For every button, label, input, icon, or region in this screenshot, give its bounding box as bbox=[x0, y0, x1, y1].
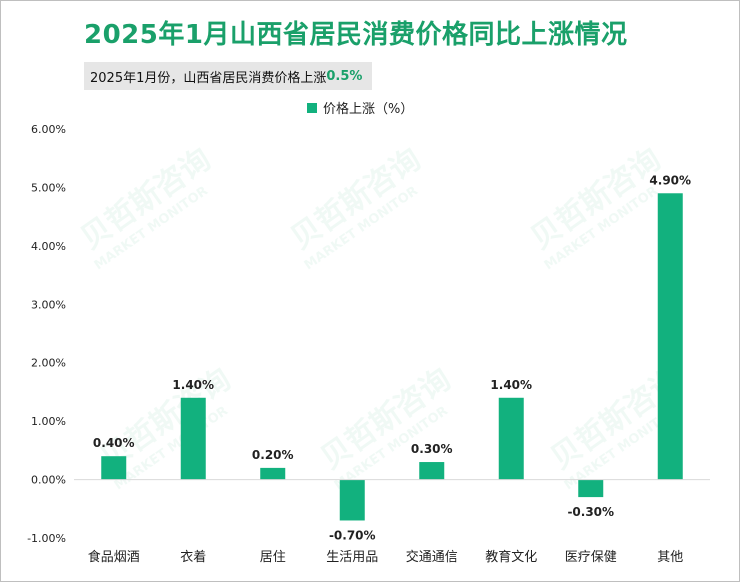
data-label: -0.30% bbox=[567, 505, 614, 519]
bar bbox=[339, 479, 365, 521]
x-category-label: 交通通信 bbox=[406, 549, 458, 565]
x-category-label: 衣着 bbox=[180, 549, 206, 565]
y-tick-label: 5.00% bbox=[31, 181, 66, 194]
y-axis: -1.00% 0.00% 1.00% 2.00% 3.00% 4.00% 5.00% 6.00… bbox=[27, 123, 66, 545]
subtitle-box: 2025年1月份，山西省居民消费价格上涨 0.5% bbox=[84, 62, 373, 90]
y-tick-label: 3.00% bbox=[31, 298, 66, 311]
bar bbox=[498, 397, 524, 480]
data-label: 1.40% bbox=[490, 378, 532, 392]
data-label: 1.40% bbox=[172, 378, 214, 392]
legend-swatch bbox=[307, 102, 317, 113]
bars bbox=[101, 193, 683, 521]
data-label: 4.90% bbox=[649, 173, 691, 187]
x-category-label: 医疗保健 bbox=[565, 550, 617, 565]
data-label: 0.40% bbox=[93, 436, 135, 450]
x-category-label: 教育文化 bbox=[485, 549, 537, 565]
chart-title: 2025年1月山西省居民消费价格同比上涨情况 bbox=[84, 20, 628, 50]
y-tick-label: -1.00% bbox=[27, 532, 66, 545]
x-category-label: 其他 bbox=[657, 550, 683, 565]
legend-label: 价格上涨（%） bbox=[323, 102, 414, 117]
bar bbox=[101, 456, 127, 480]
legend: 价格上涨（%） bbox=[307, 98, 413, 117]
data-label: 0.30% bbox=[411, 442, 453, 456]
y-tick-label: 6.00% bbox=[31, 123, 66, 136]
data-label: 0.20% bbox=[252, 448, 294, 462]
x-category-label: 食品烟酒 bbox=[88, 549, 140, 565]
x-category-label: 生活用品 bbox=[326, 550, 378, 565]
bar bbox=[260, 467, 286, 480]
data-label: -0.70% bbox=[329, 528, 376, 542]
bar bbox=[180, 397, 206, 480]
subtitle-text: 2025年1月份，山西省居民消费价格上涨 bbox=[90, 70, 327, 86]
x-axis: 食品烟酒 衣着 居住 生活用品 交通通信 教育文化 医疗保健 其他 bbox=[74, 479, 710, 565]
y-tick-label: 2.00% bbox=[31, 357, 66, 370]
bar bbox=[578, 479, 604, 498]
bar bbox=[657, 193, 683, 480]
subtitle-highlight: 0.5% bbox=[326, 68, 363, 84]
y-tick-label: 0.00% bbox=[31, 474, 66, 487]
y-tick-label: 4.00% bbox=[31, 240, 66, 253]
y-tick-label: 1.00% bbox=[31, 415, 66, 428]
x-category-label: 居住 bbox=[260, 550, 286, 565]
bar bbox=[419, 462, 445, 480]
data-labels: 0.40% 1.40% 0.20% -0.70% 0.30% 1.40% -0.30% 4.9… bbox=[93, 173, 691, 542]
